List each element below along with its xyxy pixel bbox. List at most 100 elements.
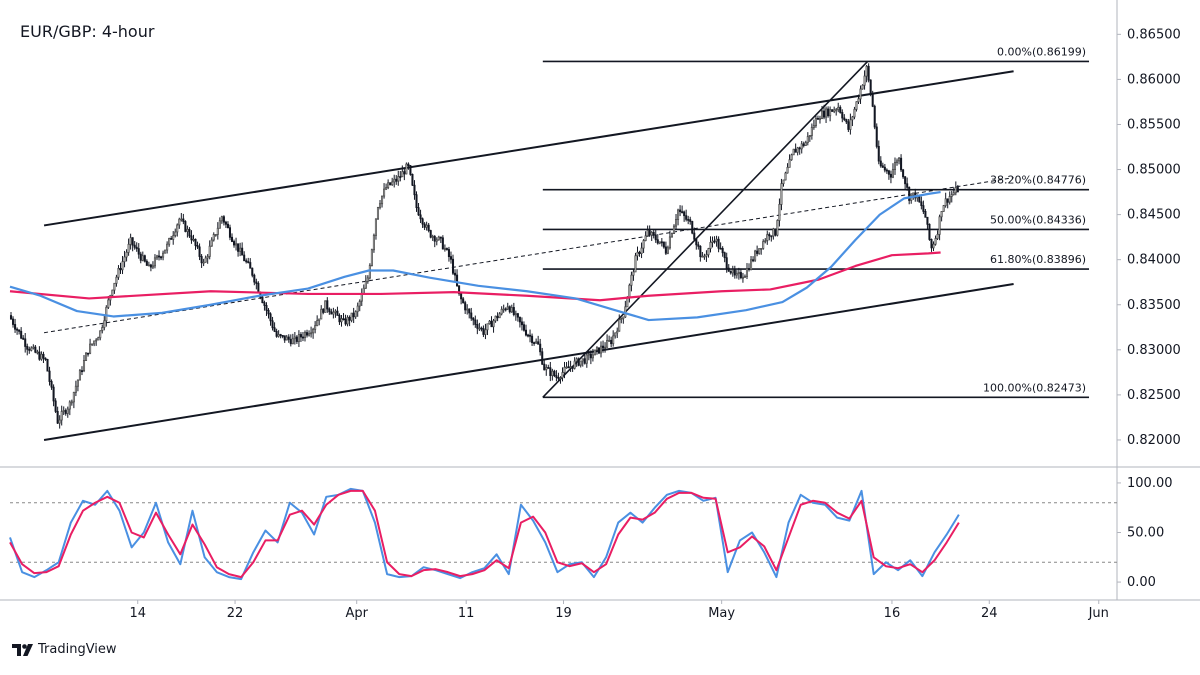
candle-body — [516, 313, 519, 318]
candle-body — [316, 320, 319, 327]
candle-body — [82, 360, 86, 372]
candle-body — [490, 320, 493, 328]
price-tick-label: 0.86000 — [1127, 72, 1181, 87]
candle-body — [652, 231, 655, 236]
candle-body — [358, 300, 361, 307]
candle-body — [295, 336, 298, 342]
candle-body — [480, 327, 483, 330]
candle-body — [314, 325, 317, 330]
candle-body — [447, 249, 450, 257]
stoch-k-line — [9, 487, 960, 581]
candle-body — [502, 308, 505, 311]
time-tick-label: 11 — [458, 606, 475, 621]
candle-body — [125, 251, 128, 258]
candle-body — [760, 248, 763, 250]
candle-body — [34, 346, 37, 353]
candle-body — [421, 218, 424, 225]
candle-body — [198, 246, 201, 257]
candle-body — [474, 319, 477, 325]
candle-body — [640, 247, 643, 254]
candle-body — [348, 316, 351, 321]
candle-body — [697, 244, 700, 247]
candle-body — [930, 239, 933, 249]
candle-body — [616, 330, 619, 334]
candle-body — [285, 336, 288, 341]
candle-body — [468, 308, 471, 314]
candle-body — [328, 308, 331, 313]
candle-body — [606, 340, 609, 348]
candle-body — [18, 329, 21, 332]
candle-body — [796, 147, 799, 153]
candle-body — [423, 223, 426, 228]
candle-body — [895, 160, 899, 163]
candle-body — [85, 352, 88, 361]
candle-body — [372, 234, 375, 251]
candle-body — [942, 205, 945, 212]
candle-body — [725, 257, 728, 269]
candle-body — [212, 234, 215, 241]
candle-body — [936, 233, 939, 239]
candle-body — [354, 311, 357, 318]
candle-body — [218, 220, 221, 229]
candle-body — [155, 255, 159, 259]
candle-body — [433, 236, 436, 242]
candle-body — [40, 353, 43, 360]
candle-body — [926, 216, 929, 225]
candle-body — [814, 117, 817, 127]
candle-body — [464, 302, 467, 311]
candle-body — [176, 224, 179, 233]
candle-body — [806, 136, 809, 143]
candle-body — [107, 299, 110, 308]
candle-body — [881, 165, 884, 168]
price-tick-label: 0.85500 — [1127, 117, 1181, 132]
candle-body — [845, 119, 848, 123]
candle-body — [549, 367, 552, 376]
candle-body — [508, 306, 511, 313]
candle-body — [709, 242, 712, 249]
candle-body — [204, 257, 207, 263]
candle-body — [825, 108, 828, 118]
candle-body — [133, 244, 136, 248]
candle-body — [691, 221, 694, 234]
candle-body — [123, 256, 126, 263]
candle-body — [788, 159, 791, 168]
candle-body — [224, 221, 227, 225]
candle-body — [679, 209, 682, 213]
candle-body — [940, 210, 943, 218]
candle-body — [160, 256, 163, 259]
candle-body — [190, 235, 193, 241]
candle-body — [733, 269, 736, 276]
candle-body — [938, 216, 941, 235]
price-tick-label: 0.83000 — [1127, 343, 1181, 358]
candle-body — [934, 238, 937, 245]
candle-body — [577, 358, 580, 366]
candle-body — [520, 321, 523, 326]
candle-body — [604, 346, 607, 349]
candle-body — [470, 312, 473, 319]
candle-body — [543, 363, 546, 371]
candle-body — [143, 255, 146, 262]
candle-body — [9, 315, 13, 320]
candle-body — [269, 313, 272, 322]
candle-body — [595, 347, 598, 351]
candle-body — [591, 354, 594, 359]
candle-body — [36, 351, 39, 354]
candle-body — [618, 319, 621, 332]
candle-body — [741, 276, 744, 279]
candle-body — [922, 205, 925, 212]
candle-body — [553, 370, 556, 377]
candle-body — [139, 253, 142, 261]
candle-body — [689, 219, 692, 222]
candle-body — [573, 360, 576, 369]
candle-body — [283, 335, 286, 341]
candle-body — [662, 241, 665, 248]
candle-body — [439, 236, 442, 239]
candle-body — [301, 336, 304, 339]
axes: 0.86500 0.86000 0.85500 0.85000 0.84500 0.840… — [129, 27, 1180, 621]
candle-body — [401, 171, 404, 178]
ma-100-line — [9, 190, 941, 322]
candle-body — [409, 165, 412, 175]
candle-body — [214, 234, 217, 236]
candle-body — [273, 327, 276, 332]
candle-body — [526, 334, 530, 337]
